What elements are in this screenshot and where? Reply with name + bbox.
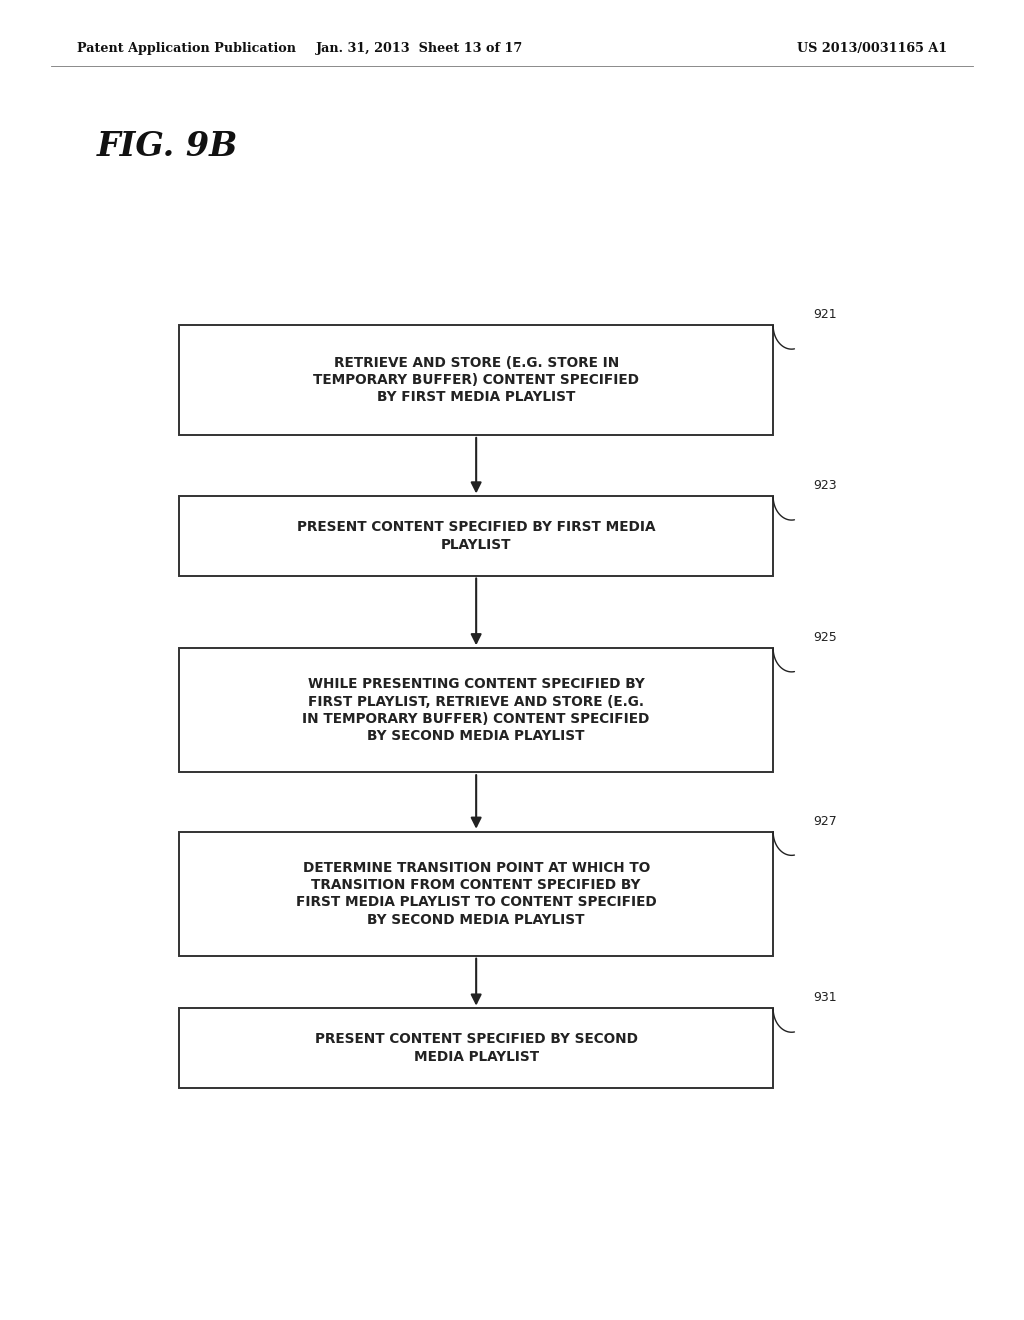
Text: DETERMINE TRANSITION POINT AT WHICH TO
TRANSITION FROM CONTENT SPECIFIED BY
FIRS: DETERMINE TRANSITION POINT AT WHICH TO T…: [296, 861, 656, 927]
Text: Patent Application Publication: Patent Application Publication: [77, 42, 296, 55]
Text: 927: 927: [814, 814, 838, 828]
Text: WHILE PRESENTING CONTENT SPECIFIED BY
FIRST PLAYLIST, RETRIEVE AND STORE (E.G.
I: WHILE PRESENTING CONTENT SPECIFIED BY FI…: [302, 677, 650, 743]
Bar: [179, 832, 773, 956]
Text: 923: 923: [814, 479, 838, 492]
Bar: [179, 496, 773, 576]
Text: 921: 921: [814, 309, 838, 321]
Bar: [179, 648, 773, 772]
Text: PRESENT CONTENT SPECIFIED BY FIRST MEDIA
PLAYLIST: PRESENT CONTENT SPECIFIED BY FIRST MEDIA…: [297, 520, 655, 552]
Text: RETRIEVE AND STORE (E.G. STORE IN
TEMPORARY BUFFER) CONTENT SPECIFIED
BY FIRST M: RETRIEVE AND STORE (E.G. STORE IN TEMPOR…: [313, 356, 639, 404]
Bar: [179, 1008, 773, 1088]
Text: 925: 925: [814, 631, 838, 644]
Text: PRESENT CONTENT SPECIFIED BY SECOND
MEDIA PLAYLIST: PRESENT CONTENT SPECIFIED BY SECOND MEDI…: [314, 1032, 638, 1064]
Text: Jan. 31, 2013  Sheet 13 of 17: Jan. 31, 2013 Sheet 13 of 17: [316, 42, 523, 55]
Bar: [179, 326, 773, 436]
Text: FIG. 9B: FIG. 9B: [97, 131, 239, 162]
Text: US 2013/0031165 A1: US 2013/0031165 A1: [797, 42, 947, 55]
Text: 931: 931: [814, 991, 838, 1005]
